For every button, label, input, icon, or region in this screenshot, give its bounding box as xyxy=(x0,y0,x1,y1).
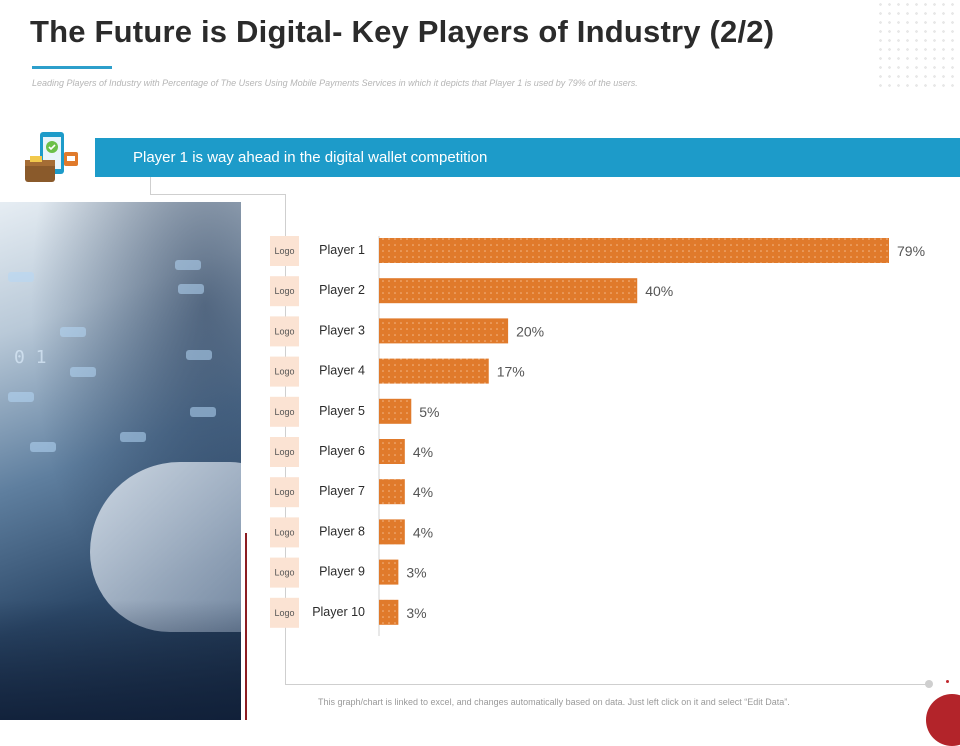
accent-dot xyxy=(946,680,949,683)
logo-placeholder xyxy=(270,316,299,347)
value-label: 4% xyxy=(413,484,433,500)
category-label: Player 1 xyxy=(319,243,365,257)
category-label: Player 7 xyxy=(319,484,365,498)
category-label: Player 2 xyxy=(319,283,365,297)
title-underline xyxy=(32,66,112,69)
page-title: The Future is Digital- Key Players of In… xyxy=(30,14,775,49)
wallet-phone-icon xyxy=(25,132,78,182)
corner-circle-decoration xyxy=(926,694,960,746)
bar xyxy=(379,278,638,304)
category-label: Player 8 xyxy=(319,524,365,538)
logo-label: Logo xyxy=(274,326,294,336)
logo-placeholder xyxy=(270,356,299,387)
logo-label: Logo xyxy=(274,286,294,296)
value-label: 5% xyxy=(419,404,439,420)
bar xyxy=(379,439,405,464)
bar xyxy=(379,318,509,344)
value-label: 40% xyxy=(645,283,673,299)
bar xyxy=(379,559,399,585)
logo-label: Logo xyxy=(274,568,294,578)
logo-placeholder xyxy=(270,517,299,548)
dot-pattern-decoration xyxy=(876,0,960,92)
logo-placeholder xyxy=(270,396,299,427)
logo-label: Logo xyxy=(274,487,294,497)
connector-line xyxy=(150,177,151,194)
category-label: Player 6 xyxy=(319,444,365,458)
value-label: 4% xyxy=(413,444,433,460)
value-label: 17% xyxy=(497,364,525,380)
logo-placeholder xyxy=(270,276,299,307)
accent-line xyxy=(245,533,247,720)
logo-placeholder xyxy=(270,557,299,588)
category-label: Player 4 xyxy=(319,364,365,378)
players-bar-chart: Logo Player 1 79% Logo Player 2 40% Logo Player… xyxy=(270,236,925,636)
bar xyxy=(379,398,412,424)
logo-label: Logo xyxy=(274,407,294,417)
connector-line xyxy=(150,194,286,195)
digital-payment-photo: 0 1 xyxy=(0,202,241,720)
bar xyxy=(379,519,405,545)
bar xyxy=(379,358,489,384)
logo-label: Logo xyxy=(274,367,294,377)
banner-text: Player 1 is way ahead in the digital wal… xyxy=(133,149,488,166)
value-label: 4% xyxy=(413,524,433,540)
logo-label: Logo xyxy=(274,447,294,457)
value-label: 3% xyxy=(406,605,426,621)
logo-label: Logo xyxy=(274,527,294,537)
category-label: Player 9 xyxy=(319,565,365,579)
logo-placeholder xyxy=(270,437,299,467)
connector-end-dot xyxy=(925,680,933,688)
highlight-banner: Player 1 is way ahead in the digital wal… xyxy=(95,138,960,177)
value-label: 20% xyxy=(516,323,544,339)
value-label: 79% xyxy=(897,243,925,259)
connector-line xyxy=(285,684,930,685)
category-label: Player 10 xyxy=(312,605,365,619)
footer-note: This graph/chart is linked to excel, and… xyxy=(318,697,790,707)
bar xyxy=(379,479,405,505)
logo-label: Logo xyxy=(274,246,294,256)
value-label: 3% xyxy=(406,565,426,581)
page-subtitle: Leading Players of Industry with Percent… xyxy=(32,78,638,88)
category-label: Player 5 xyxy=(319,404,365,418)
category-label: Player 3 xyxy=(319,323,365,337)
logo-label: Logo xyxy=(274,608,294,618)
bar xyxy=(379,238,889,263)
logo-placeholder xyxy=(270,597,299,628)
logo-placeholder xyxy=(270,477,299,508)
bar xyxy=(379,599,399,625)
logo-placeholder xyxy=(270,236,299,266)
